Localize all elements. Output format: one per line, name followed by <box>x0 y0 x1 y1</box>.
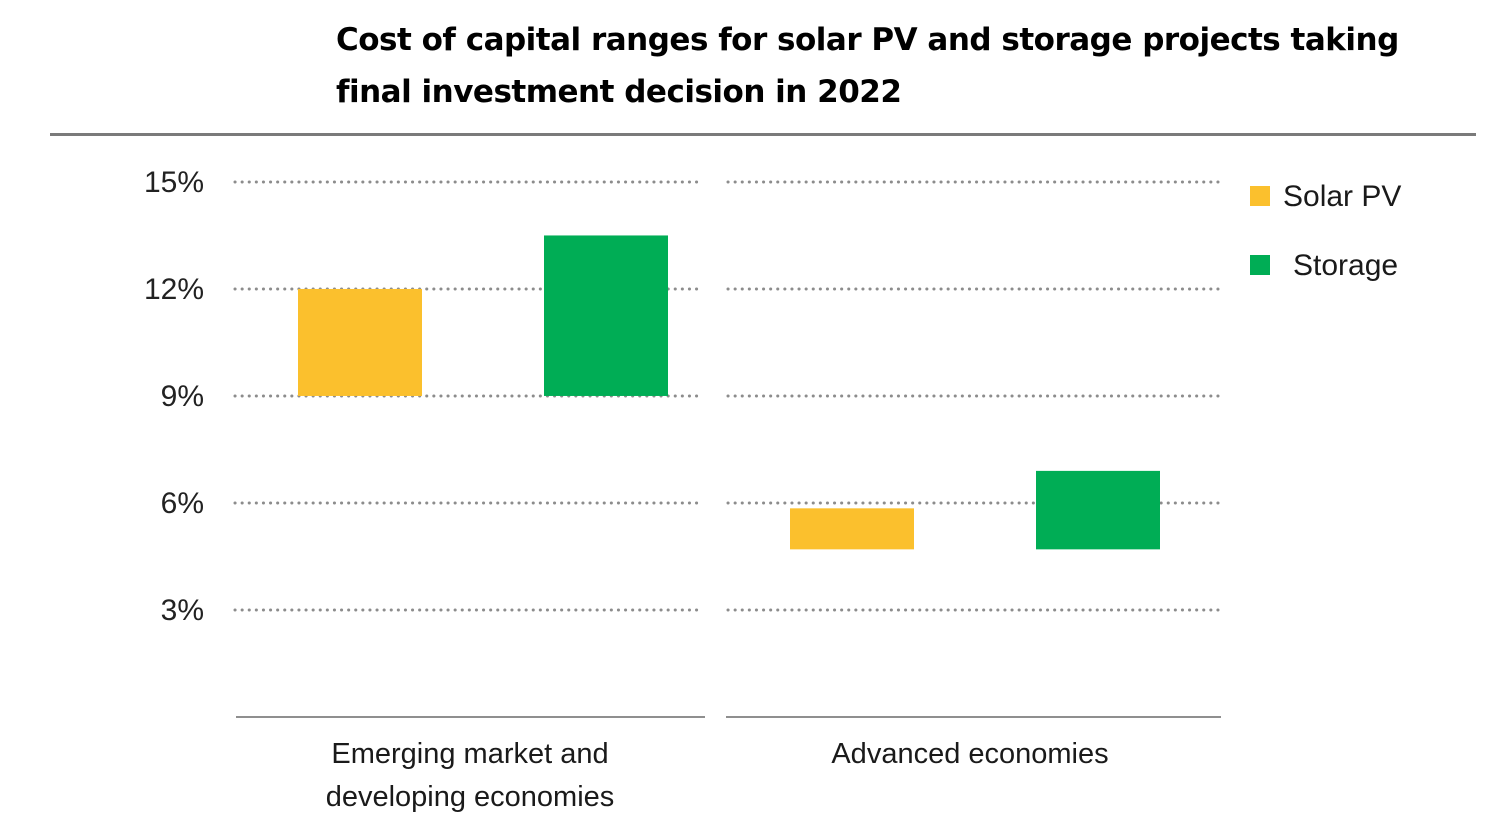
y-tick-label: 12% <box>144 273 204 306</box>
chart-title-line-1: Cost of capital ranges for solar PV and … <box>336 22 1399 58</box>
category-label: Advanced economies <box>831 738 1108 770</box>
bars <box>298 235 1160 550</box>
y-tick-label: 6% <box>161 487 204 520</box>
category-labels: Emerging market and developing economies A… <box>326 738 1109 813</box>
bar-solar-pv <box>298 288 422 396</box>
y-tick-label: 9% <box>161 380 204 413</box>
bar-solar-pv <box>790 508 914 550</box>
y-tick-label: 15% <box>144 166 204 199</box>
legend-label: Solar PV <box>1283 180 1401 213</box>
legend-swatch <box>1250 186 1270 206</box>
title-divider <box>50 133 1476 136</box>
chart-title-line-2: final investment decision in 2022 <box>336 74 902 110</box>
legend-label: Storage <box>1293 249 1398 282</box>
category-label: developing economies <box>326 781 615 813</box>
category-label: Emerging market and <box>331 738 608 770</box>
legend: Solar PV Storage <box>1250 180 1401 282</box>
bar-storage <box>544 235 668 396</box>
bar-storage <box>1036 470 1160 550</box>
y-tick-label: 3% <box>161 594 204 627</box>
legend-swatch <box>1250 255 1270 275</box>
chart-title: Cost of capital ranges for solar PV and … <box>336 14 1436 118</box>
y-axis-tick-labels: 3% 6% 9% 12% 15% <box>144 166 204 627</box>
